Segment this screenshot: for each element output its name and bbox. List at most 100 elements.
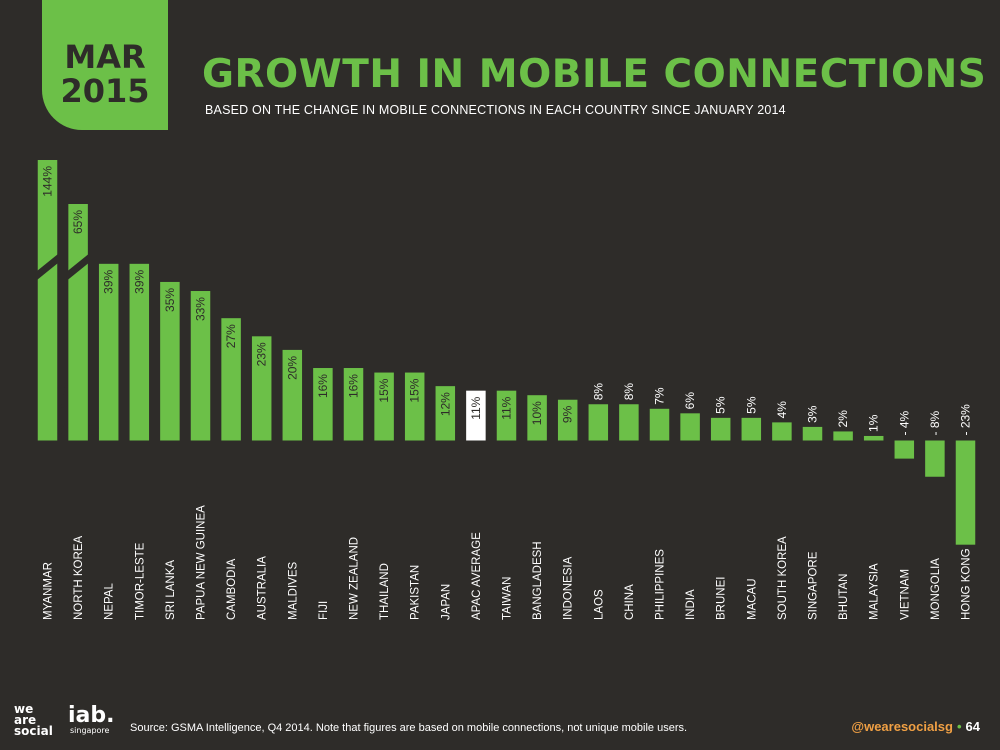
- bar: [925, 440, 945, 477]
- source-note: Source: GSMA Intelligence, Q4 2014. Note…: [130, 722, 688, 734]
- page-number: 64: [965, 719, 980, 734]
- data-label: - 4%: [897, 410, 911, 435]
- category-label: APAC AVERAGE: [471, 532, 483, 620]
- data-label: 10%: [530, 401, 544, 425]
- bar: [710, 417, 731, 441]
- bar: [129, 263, 150, 441]
- data-label: 144%: [41, 166, 55, 197]
- badge-year: 2015: [60, 72, 150, 110]
- data-label: 8%: [622, 383, 636, 401]
- bar: [894, 440, 915, 459]
- bar: [190, 291, 211, 441]
- data-label: 7%: [653, 387, 667, 405]
- bar: [160, 281, 180, 441]
- bar: [343, 368, 364, 441]
- bar: [496, 390, 517, 441]
- category-label: HONG KONG: [961, 548, 973, 620]
- data-label: 15%: [408, 378, 422, 402]
- date-badge: MAR 2015: [42, 0, 168, 130]
- we-are-social-logo: we are social: [14, 702, 53, 738]
- category-label: BRUNEI: [716, 577, 728, 620]
- data-label: 11%: [500, 396, 514, 419]
- bar: [98, 263, 119, 441]
- data-label: 5%: [714, 396, 728, 414]
- category-label: PAKISTAN: [410, 565, 422, 620]
- data-label: 39%: [102, 270, 116, 294]
- data-label: 33%: [194, 297, 208, 321]
- bar: [619, 404, 639, 441]
- category-label: LAOS: [593, 589, 605, 620]
- footer-handle: @wearesocialsg • 64: [851, 719, 980, 734]
- bar: [802, 426, 823, 441]
- data-label: 2%: [836, 410, 850, 428]
- bar: [772, 422, 792, 441]
- data-label: 15%: [377, 378, 391, 402]
- category-label: FIJI: [318, 601, 330, 620]
- bar: [37, 160, 58, 441]
- bar: [527, 395, 547, 441]
- category-label: SRI LANKA: [165, 560, 177, 620]
- bar: [741, 417, 762, 441]
- category-label: CHINA: [624, 584, 636, 620]
- bar: [313, 368, 333, 441]
- data-label: 16%: [316, 374, 330, 398]
- axis-break: [35, 253, 60, 281]
- category-label: CAMBODIA: [226, 558, 238, 620]
- data-label: 5%: [744, 396, 758, 414]
- category-label: INDIA: [685, 589, 697, 620]
- badge-month: MAR: [64, 38, 146, 76]
- data-label: 4%: [775, 401, 789, 419]
- category-label: SOUTH KOREA: [777, 536, 789, 620]
- social-handle: @wearesocialsg: [851, 719, 953, 734]
- category-label: VIETNAM: [899, 569, 911, 620]
- bar: [282, 349, 303, 441]
- axis-break: [66, 253, 90, 281]
- data-label: 27%: [224, 324, 238, 348]
- category-label: BANGLADESH: [532, 541, 544, 620]
- category-label: SINGAPORE: [808, 551, 820, 620]
- bar: [435, 386, 456, 441]
- data-label: 65%: [71, 210, 85, 234]
- category-label: PAPUA NEW GUINEA: [196, 505, 208, 620]
- data-label: - 23%: [959, 404, 973, 436]
- bar: [863, 435, 884, 441]
- bar: [833, 431, 853, 441]
- category-label: THAILAND: [379, 563, 391, 620]
- data-label: 39%: [132, 270, 146, 294]
- data-label: 16%: [347, 374, 361, 398]
- iab-singapore-logo: iab. singapore: [68, 703, 115, 736]
- category-label: MYANMAR: [43, 562, 55, 620]
- category-label: AUSTRALIA: [257, 556, 269, 620]
- bar: [404, 372, 425, 441]
- category-label: NEW ZEALAND: [349, 537, 361, 620]
- category-label: MALDIVES: [287, 562, 299, 620]
- page-title: GROWTH IN MOBILE CONNECTIONS: [202, 52, 987, 97]
- data-label: 8%: [591, 383, 605, 401]
- data-label: 6%: [683, 392, 697, 410]
- category-label: NEPAL: [104, 583, 116, 620]
- category-label: JAPAN: [440, 584, 452, 620]
- bar: [68, 204, 88, 441]
- category-label: TIMOR-LESTE: [134, 542, 146, 620]
- data-label: 1%: [867, 414, 881, 432]
- category-label: BHUTAN: [838, 574, 850, 620]
- data-label: 3%: [806, 405, 820, 423]
- data-label: 12%: [438, 392, 452, 416]
- data-label: 23%: [255, 342, 269, 366]
- category-label: INDONESIA: [563, 556, 575, 620]
- category-label: MONGOLIA: [930, 558, 942, 620]
- bar: [251, 336, 272, 441]
- category-label: NORTH KOREA: [73, 536, 85, 620]
- category-label: TAIWAN: [502, 577, 514, 620]
- bar: [221, 318, 241, 441]
- category-label: MACAU: [746, 578, 758, 620]
- bar: [588, 404, 609, 441]
- data-label: 35%: [163, 288, 177, 312]
- page-subtitle: BASED ON THE CHANGE IN MOBILE CONNECTION…: [205, 103, 786, 117]
- data-label: 11%: [469, 396, 483, 419]
- data-label: 20%: [285, 356, 299, 380]
- bar: [374, 372, 394, 441]
- bar: [955, 440, 976, 545]
- bar: [649, 408, 670, 441]
